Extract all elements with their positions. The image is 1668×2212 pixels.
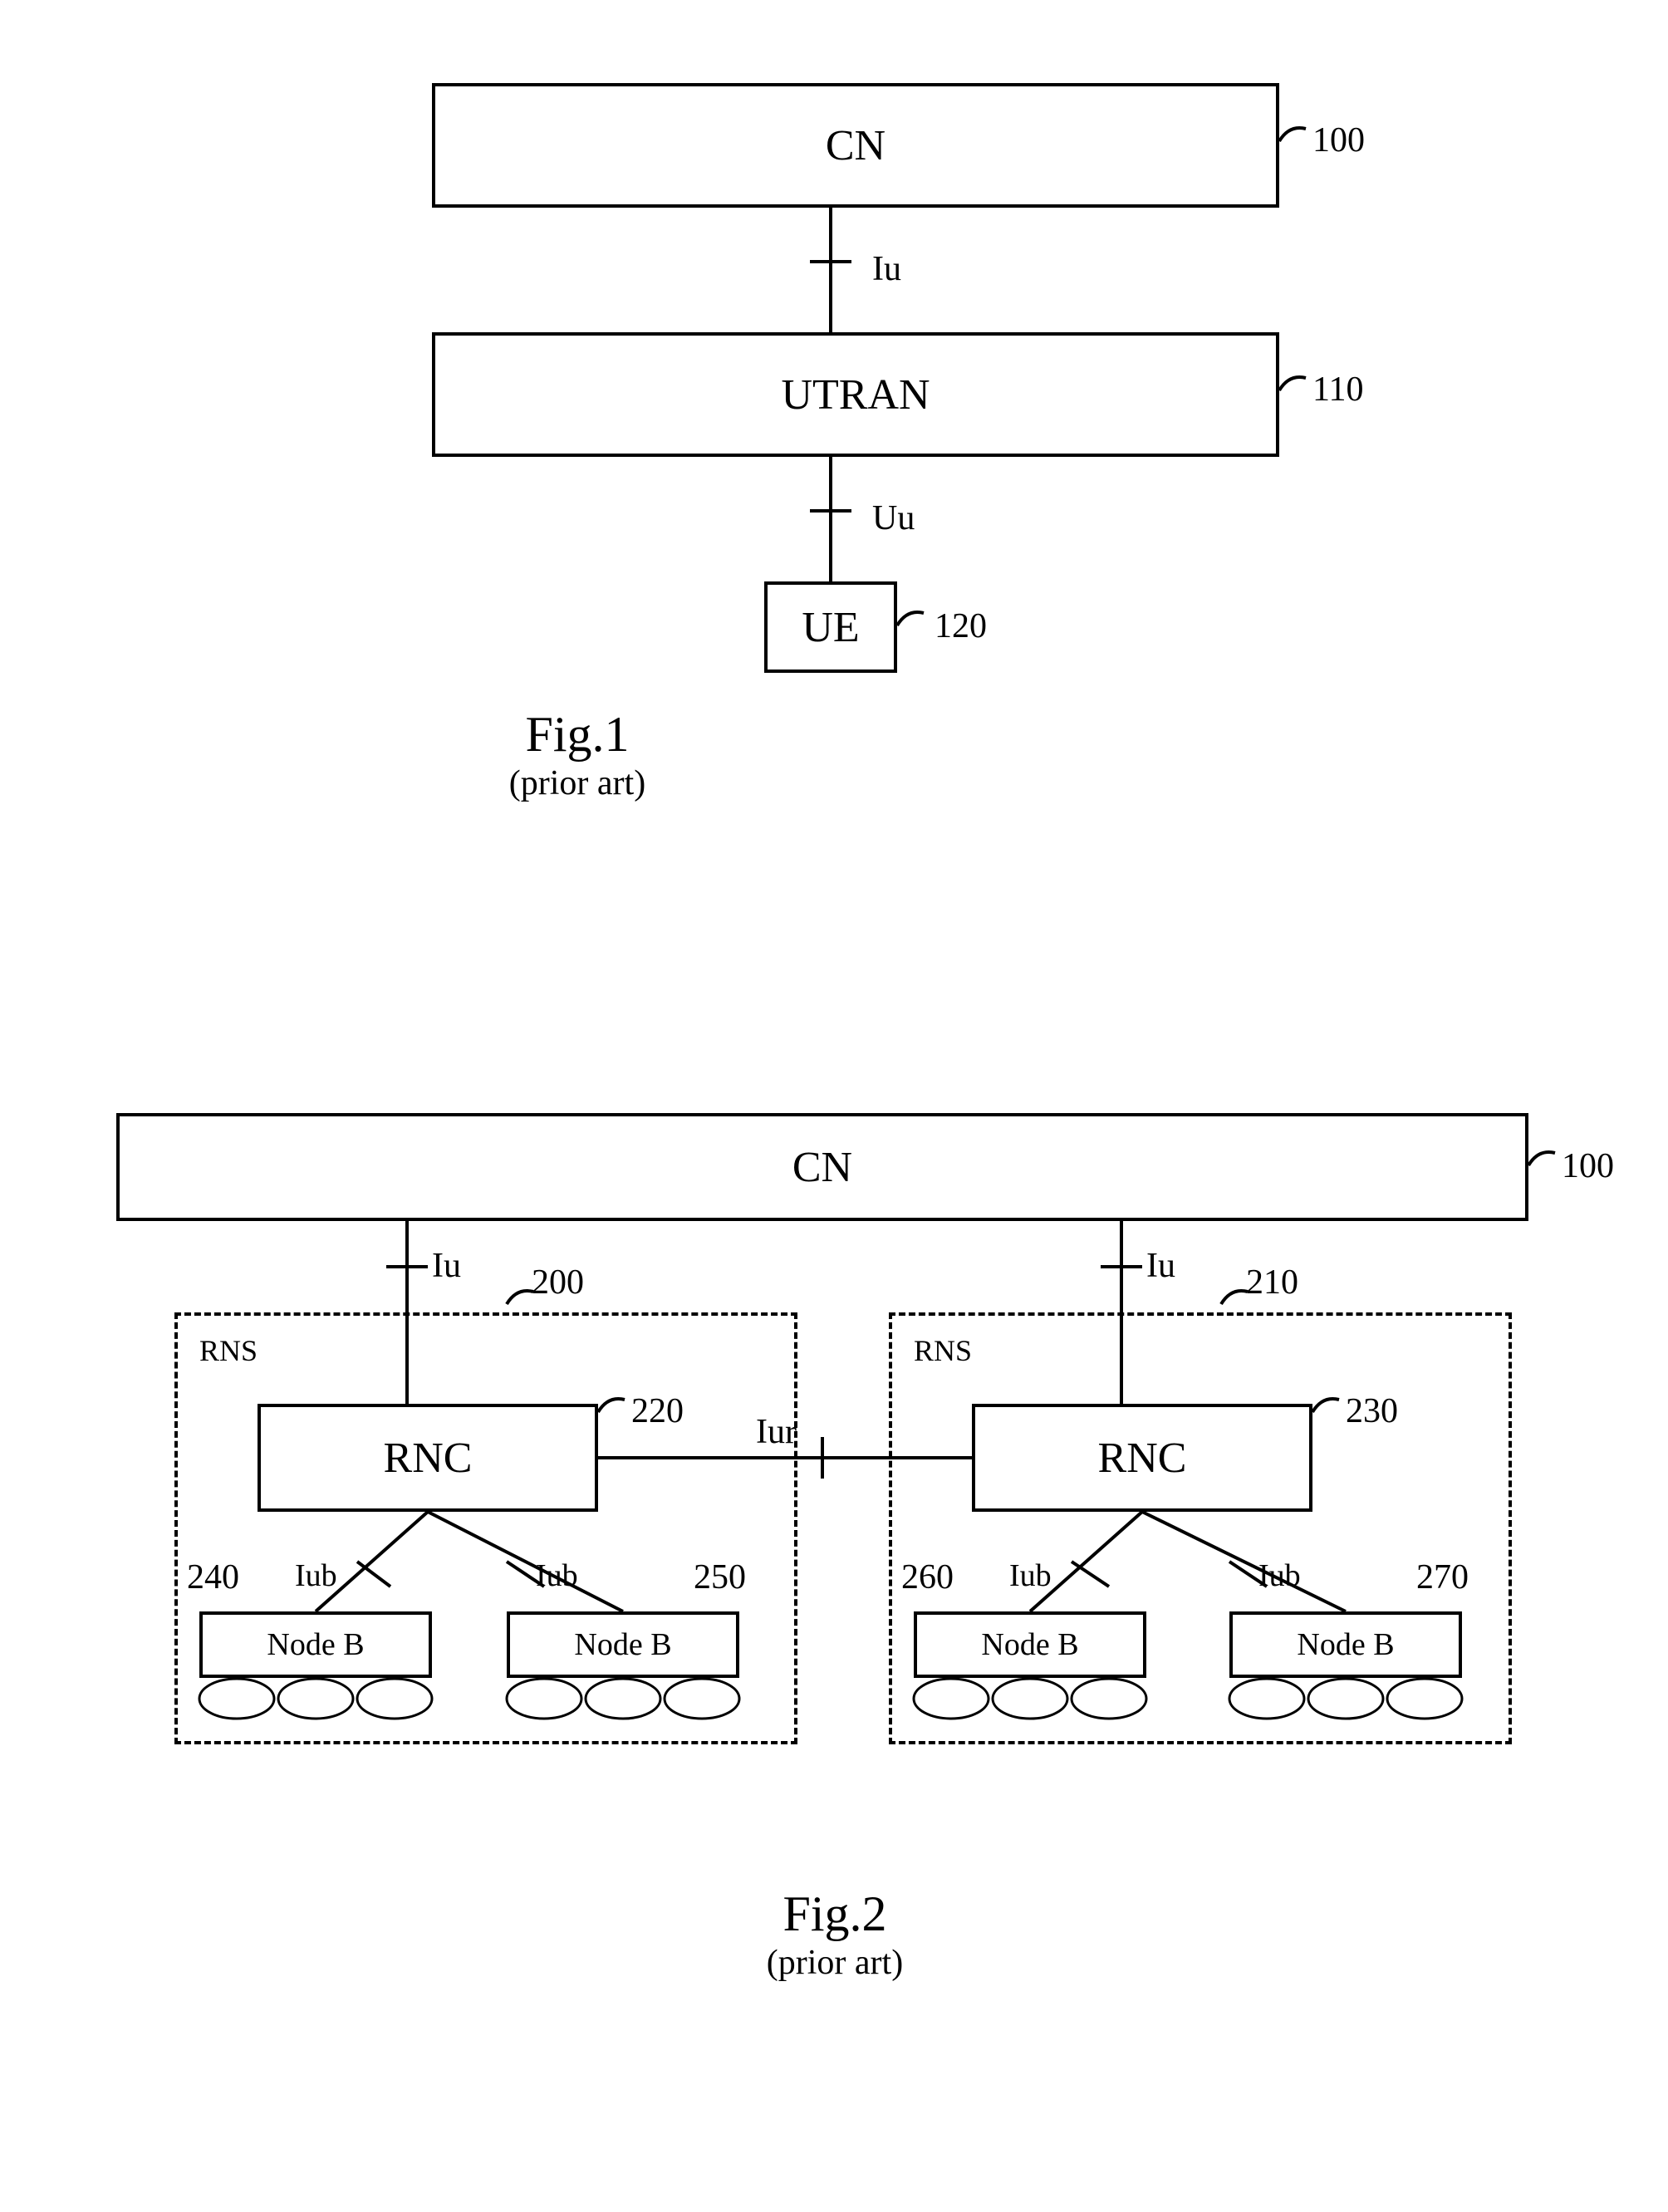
fig1-caption-num: Fig.1 [432, 706, 723, 763]
fig2-nb-250-node: Node B [507, 1611, 739, 1678]
fig1-ue-node: UE [764, 581, 897, 673]
fig2-nb-270-ref: 270 [1416, 1557, 1469, 1597]
fig2-iub-4: Iub [1258, 1557, 1301, 1594]
fig2-iu-right-label: Iu [1146, 1246, 1175, 1286]
fig2-rns-left-box [174, 1312, 797, 1744]
fig1-cn-ref: 100 [1312, 120, 1365, 160]
fig2-cn-label: CN [792, 1143, 852, 1192]
fig2-nb-260-label: Node B [981, 1626, 1078, 1663]
fig2-cn-ref: 100 [1562, 1146, 1614, 1186]
fig2-rns-left-ref: 200 [532, 1263, 584, 1302]
fig2-nb-270-label: Node B [1297, 1626, 1394, 1663]
fig2-caption: Fig.2 (prior art) [689, 1886, 980, 1983]
fig2-rns-right-box [889, 1312, 1512, 1744]
fig2-rns-right-ref: 210 [1246, 1263, 1298, 1302]
fig2-cn-node: CN [116, 1113, 1528, 1221]
fig2-iub-3: Iub [1009, 1557, 1052, 1594]
fig1-caption-sub: (prior art) [432, 763, 723, 803]
fig2-iur-label: Iur [756, 1412, 797, 1452]
fig2-caption-num: Fig.2 [689, 1886, 980, 1943]
fig2-rnc-left-label: RNC [384, 1434, 473, 1483]
fig2-rnc-right-label: RNC [1098, 1434, 1187, 1483]
fig2-rnc-left-node: RNC [258, 1404, 598, 1512]
fig2-rnc-right-node: RNC [972, 1404, 1312, 1512]
fig2-nb-240-ref: 240 [187, 1557, 239, 1597]
fig1-cn-label: CN [826, 121, 886, 170]
fig2-rnc-right-ref: 230 [1346, 1391, 1398, 1431]
fig1-ue-label: UE [802, 603, 859, 652]
fig2-rns-left-label: RNS [199, 1333, 258, 1368]
fig1-ue-ref: 120 [935, 606, 987, 646]
page: CN 100 UTRAN 110 UE 120 Iu Uu Fig.1 (pri… [66, 50, 1602, 2162]
fig1-iu-label: Iu [872, 249, 901, 289]
fig2-nb-270-node: Node B [1229, 1611, 1462, 1678]
fig2-rnc-left-ref: 220 [631, 1391, 684, 1431]
fig1-utran-label: UTRAN [781, 370, 930, 419]
fig1-utran-node: UTRAN [432, 332, 1279, 457]
fig2-iub-2: Iub [536, 1557, 578, 1594]
fig2-rns-right-label: RNS [914, 1333, 972, 1368]
fig2-nb-260-ref: 260 [901, 1557, 954, 1597]
fig2-nb-260-node: Node B [914, 1611, 1146, 1678]
fig1-caption: Fig.1 (prior art) [432, 706, 723, 803]
fig2-iu-left-label: Iu [432, 1246, 461, 1286]
fig1-uu-label: Uu [872, 498, 915, 538]
fig1-cn-node: CN [432, 83, 1279, 208]
fig2-iub-1: Iub [295, 1557, 337, 1594]
fig2-nb-250-ref: 250 [694, 1557, 746, 1597]
fig2-nb-250-label: Node B [574, 1626, 671, 1663]
fig2-nb-240-node: Node B [199, 1611, 432, 1678]
fig1-utran-ref: 110 [1312, 370, 1363, 410]
fig2-caption-sub: (prior art) [689, 1943, 980, 1983]
fig2-nb-240-label: Node B [267, 1626, 364, 1663]
